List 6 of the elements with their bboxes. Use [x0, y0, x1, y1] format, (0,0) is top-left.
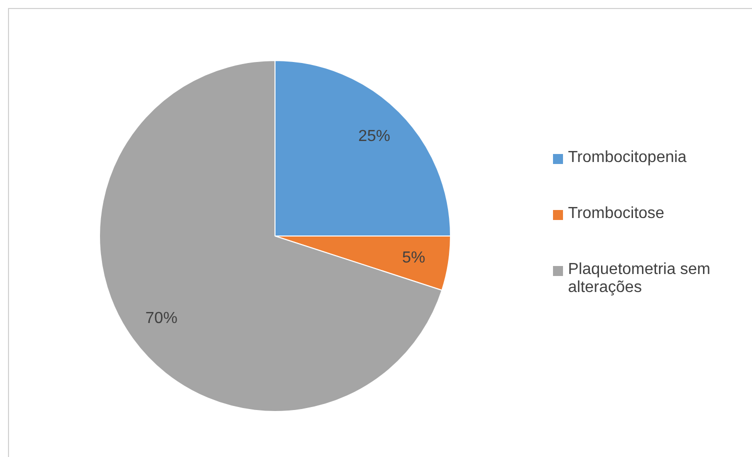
data-label: 25% [358, 128, 390, 146]
legend-label: Plaquetometria sem alterações [568, 261, 712, 297]
data-label: 5% [402, 249, 426, 266]
legend-label: Trombocitose [568, 205, 664, 223]
legend-label: Trombocitopenia [568, 149, 687, 167]
data-label: 70% [145, 310, 178, 327]
